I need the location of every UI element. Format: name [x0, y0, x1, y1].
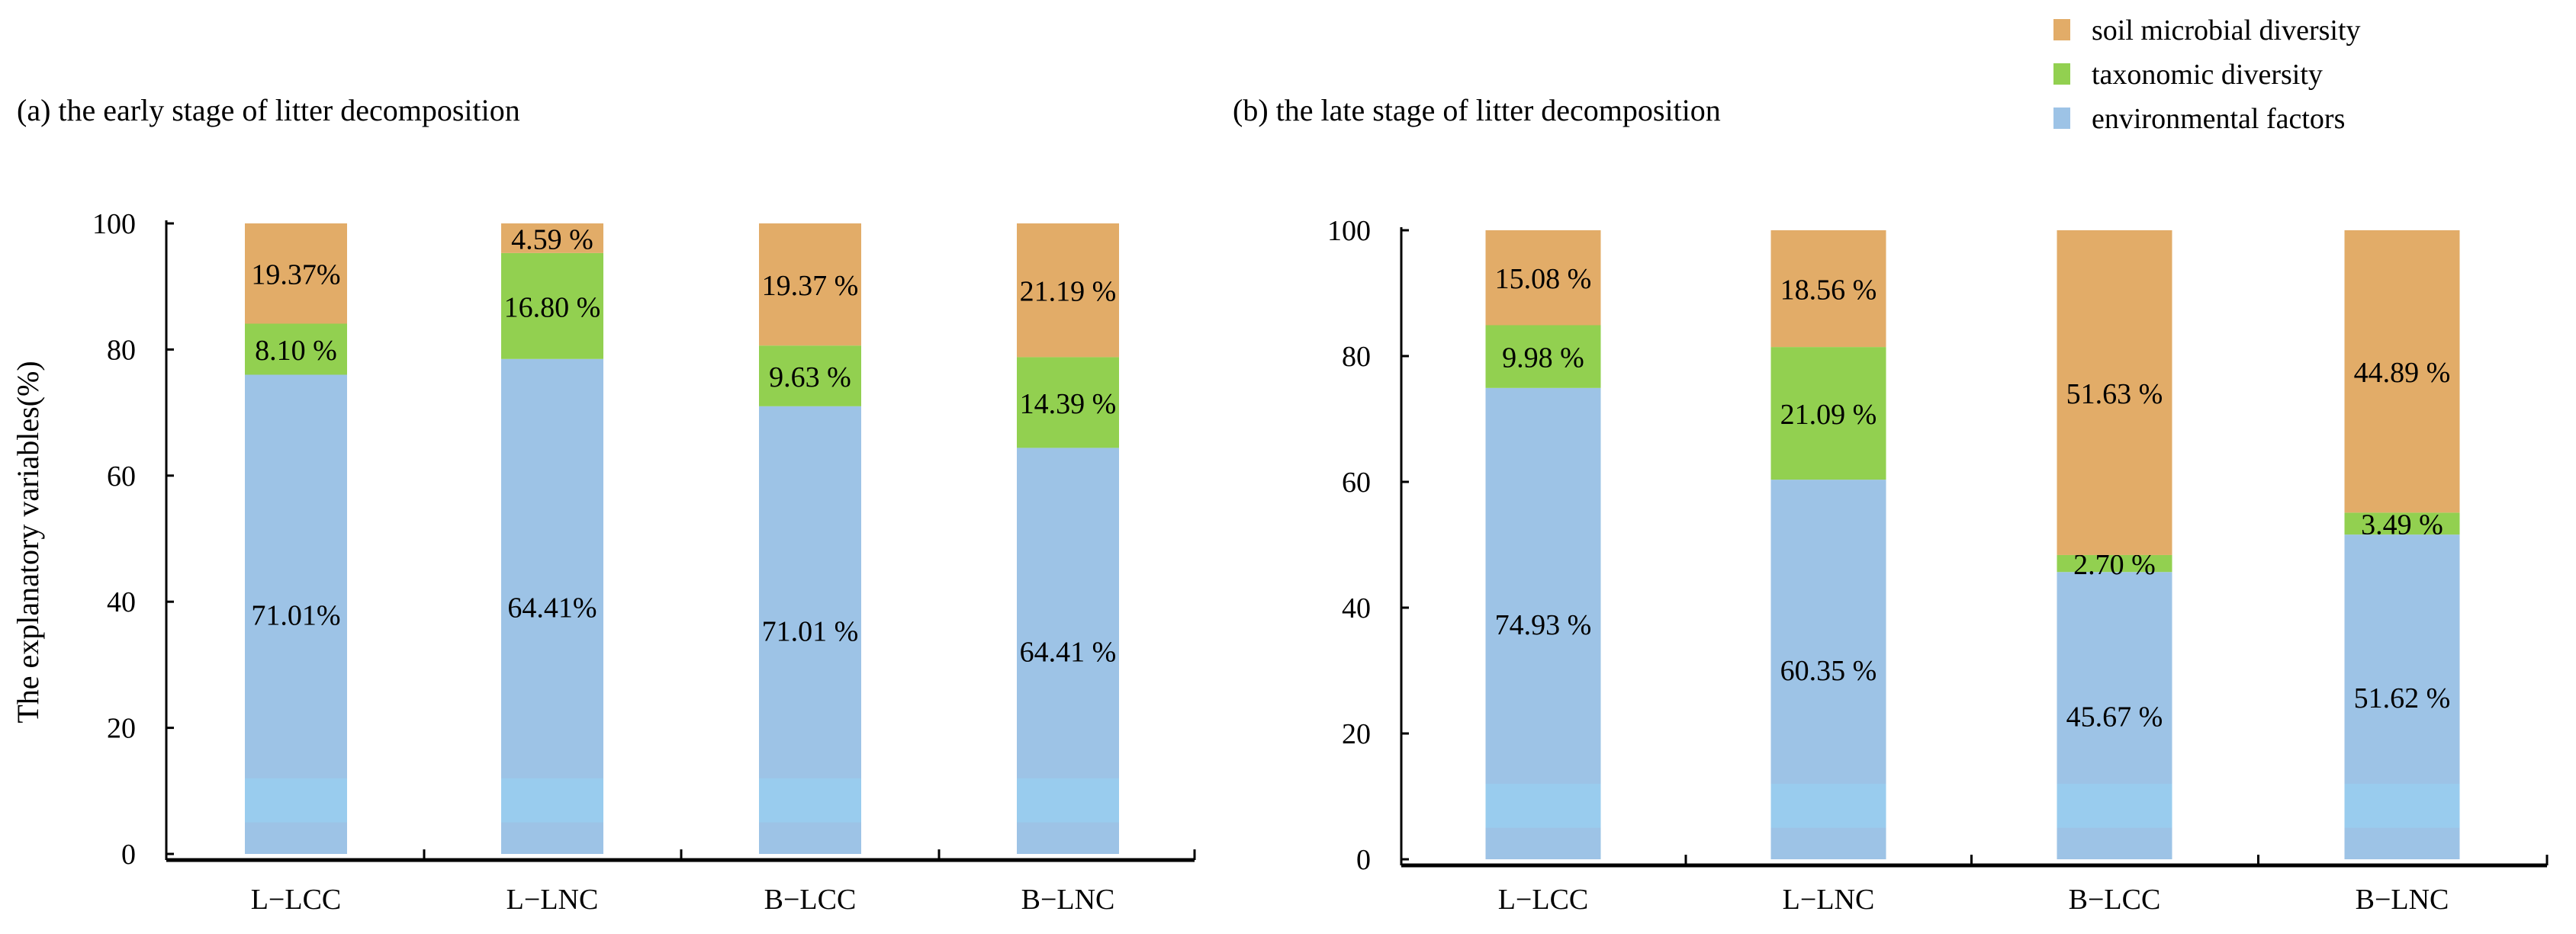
data-label-soil: 4.59 % [511, 223, 593, 255]
y-tick-label: 80 [107, 334, 136, 366]
data-label-environmental: 74.93 % [1495, 609, 1592, 641]
bar-segment-taxonomic [1770, 347, 1886, 480]
data-label-soil: 19.37 % [762, 270, 859, 302]
bar-segment-taxonomic [2344, 512, 2460, 535]
data-label-environmental: 71.01% [251, 600, 340, 632]
y-tick-label: 100 [92, 208, 136, 240]
bar-segment-soil [1485, 230, 1601, 326]
panel-title: (b) the late stage of litter decompositi… [1233, 93, 1721, 127]
bar-segment-taxonomic [1485, 325, 1601, 388]
y-tick-label: 0 [121, 839, 136, 871]
y-tick-label: 100 [1327, 215, 1371, 247]
legend-swatch-environmental [2053, 108, 2070, 129]
bar-base-band [759, 778, 861, 823]
data-label-soil: 19.37% [251, 259, 340, 291]
legend-label-taxonomic: taxonomic diversity [2092, 59, 2323, 91]
bar-segment-soil [1017, 223, 1119, 358]
y-tick-label: 20 [1342, 718, 1371, 750]
legend-label-environmental: environmental factors [2092, 103, 2345, 135]
bar-segment-environmental [245, 374, 347, 855]
data-label-soil: 44.89 % [2354, 357, 2451, 389]
y-tick-label: 60 [107, 461, 136, 493]
bar-base-band [2344, 784, 2460, 828]
panel-b: (b) the late stage of litter decompositi… [1233, 93, 2549, 916]
data-label-taxonomic: 21.09 % [1780, 399, 1877, 431]
bar-base-band [1770, 784, 1886, 828]
data-label-environmental: 51.62 % [2354, 682, 2451, 714]
panel-title: (a) the early stage of litter decomposit… [17, 93, 520, 127]
y-tick-label: 60 [1342, 467, 1371, 499]
y-tick-label: 40 [1342, 592, 1371, 624]
x-tick-label: L−LCC [251, 884, 342, 916]
legend-swatch-taxonomic [2053, 63, 2070, 85]
bar-segment-soil [245, 223, 347, 324]
bar-segment-soil [2057, 230, 2172, 555]
data-label-taxonomic: 9.98 % [1502, 342, 1584, 374]
data-label-environmental: 45.67 % [2066, 701, 2163, 733]
bar-segment-soil [501, 223, 603, 253]
x-tick-label: B−LNC [1021, 884, 1115, 916]
y-tick-label: 40 [107, 586, 136, 618]
bar-segment-environmental [501, 358, 603, 854]
bar-segment-environmental [1485, 387, 1601, 859]
bar-segment-taxonomic [2057, 554, 2172, 573]
data-label-taxonomic: 3.49 % [2361, 509, 2443, 541]
bar-segment-soil [2344, 230, 2460, 513]
legend: soil microbial diversity taxonomic divers… [2053, 14, 2361, 135]
data-label-soil: 15.08 % [1495, 263, 1592, 295]
y-tick-label: 80 [1342, 341, 1371, 373]
data-label-taxonomic: 14.39 % [1020, 388, 1117, 420]
data-label-soil: 18.56 % [1780, 274, 1877, 307]
x-tick-label: L−LNC [1783, 884, 1875, 916]
bar-base-band [245, 778, 347, 823]
legend-swatch-soil [2053, 19, 2070, 40]
bar-base-band [1485, 784, 1601, 828]
data-label-taxonomic: 8.10 % [255, 335, 337, 367]
bar-segment-taxonomic [1017, 357, 1119, 448]
bar-segment-soil [759, 223, 861, 346]
data-label-soil: 51.63 % [2066, 378, 2163, 410]
x-tick-label: B−LNC [2356, 884, 2449, 916]
bar-segment-taxonomic [501, 252, 603, 359]
data-label-environmental: 64.41 % [1020, 637, 1117, 669]
x-tick-label: B−LCC [2069, 884, 2161, 916]
data-label-taxonomic: 9.63 % [769, 361, 851, 393]
data-label-environmental: 60.35 % [1780, 655, 1877, 687]
bar-segment-taxonomic [759, 345, 861, 406]
data-label-taxonomic: 16.80 % [504, 291, 601, 323]
bar-base-band [501, 778, 603, 823]
y-axis-label: The explanatory variables(%) [11, 361, 45, 723]
legend-label-soil: soil microbial diversity [2092, 14, 2361, 47]
y-tick-label: 20 [107, 713, 136, 745]
bar-segment-taxonomic [245, 323, 347, 375]
y-tick-label: 0 [1356, 844, 1371, 876]
data-label-soil: 21.19 % [1020, 276, 1117, 308]
bar-base-band [1017, 778, 1119, 823]
panel-a: (a) the early stage of litter decomposit… [17, 93, 1196, 916]
x-tick-label: L−LCC [1498, 884, 1589, 916]
bar-base-band [2057, 784, 2172, 828]
x-tick-label: L−LNC [507, 884, 599, 916]
x-tick-label: B−LCC [764, 884, 857, 916]
data-label-environmental: 64.41% [507, 592, 597, 624]
data-label-environmental: 71.01 % [762, 615, 859, 647]
bar-segment-soil [1770, 230, 1886, 348]
